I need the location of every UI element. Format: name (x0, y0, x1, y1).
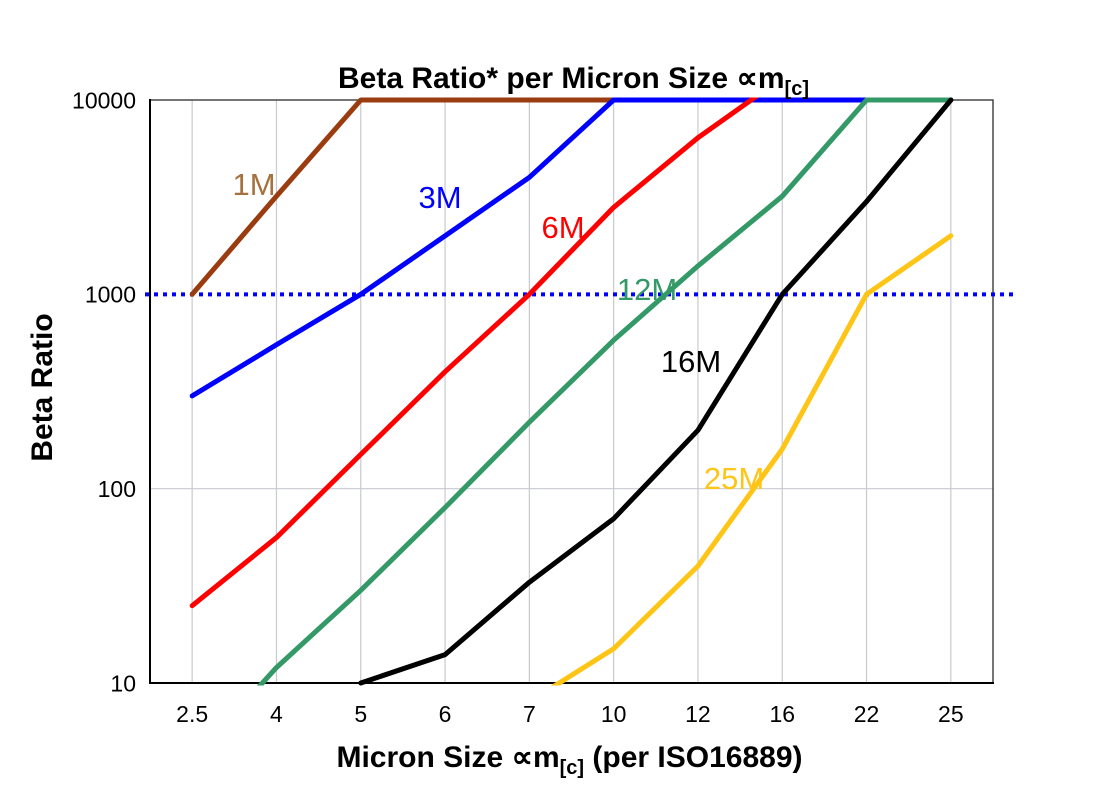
series-label-12m: 12M (617, 272, 677, 307)
series-label-3m: 3M (418, 180, 461, 215)
series-line-25m (550, 233, 954, 686)
x-tick-label: 25 (938, 701, 964, 727)
series-label-1m: 1M (232, 167, 275, 202)
series-line-3m (189, 97, 954, 399)
series-line-12m (256, 97, 954, 686)
x-tick-label: 2.5 (176, 701, 208, 727)
series-line-6m (189, 97, 759, 609)
y-tick-label: 1000 (85, 282, 136, 308)
y-tick-label: 100 (98, 476, 136, 502)
x-tick-label: 4 (270, 701, 283, 727)
x-tick-label: 6 (439, 701, 452, 727)
x-axis-title: Micron Size ∝m[c] (per ISO16889) (336, 741, 802, 779)
series-label-25m: 25M (704, 461, 764, 496)
y-axis-title: Beta Ratio (26, 313, 59, 461)
series-line-16m (358, 97, 954, 686)
x-tick-label: 12 (685, 701, 711, 727)
series-line-1m (189, 97, 954, 297)
series-label-6m: 6M (541, 210, 584, 245)
x-tick-label: 5 (354, 701, 367, 727)
x-tick-label: 10 (601, 701, 627, 727)
y-tick-label: 10 (110, 670, 136, 696)
x-tick-label: 22 (854, 701, 880, 727)
x-tick-label: 16 (769, 701, 795, 727)
chart-title: Beta Ratio* per Micron Size ∝m[c] (338, 62, 809, 100)
x-tick-label: 7 (523, 701, 536, 727)
series-label-16m: 16M (661, 344, 721, 379)
y-tick-label: 10000 (72, 87, 136, 113)
